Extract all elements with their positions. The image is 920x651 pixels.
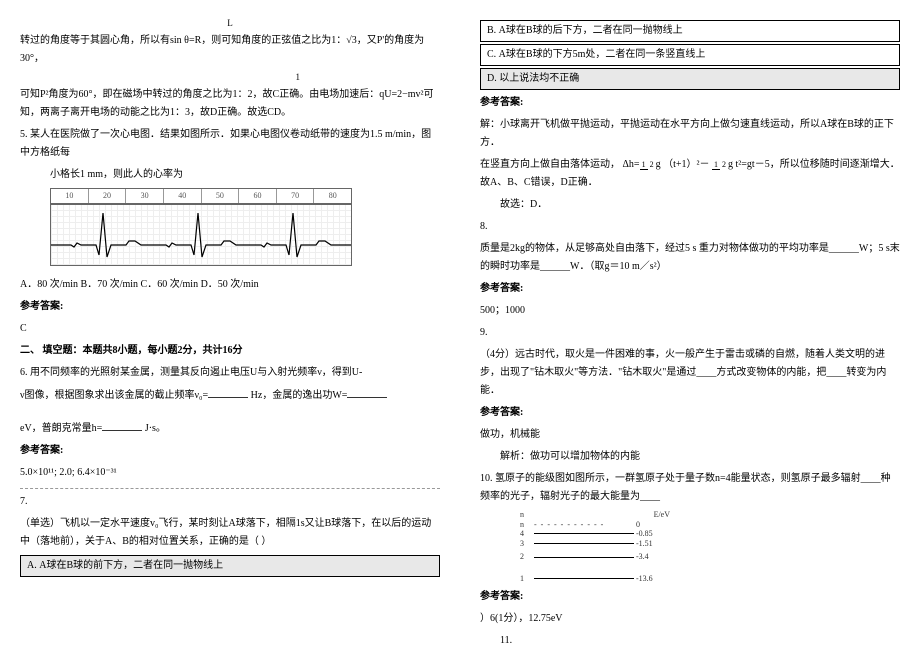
q5-stem: 5. 某人在医院做了一次心电图．结果如图所示．如果心电图仪卷动纸带的速度为1.5… <box>20 126 440 162</box>
answer-6: 5.0×10¹¹; 2.0; 6.4×10⁻³¹ <box>20 464 440 482</box>
q9-body: （4分）远古时代，取火是一件困难的事，火一般产生于雷击或磷的自燃，随着人类文明的… <box>480 346 900 400</box>
opt-label: C. <box>487 49 496 60</box>
ruler-tick: 60 <box>239 189 277 203</box>
lvl-e: -13.6 <box>636 574 653 584</box>
ans7b-mid: （t+1）²－ <box>663 159 709 170</box>
q7-num: 7. <box>20 493 440 511</box>
opt-label: D. <box>487 73 497 84</box>
q6e: J·s。 <box>145 423 166 434</box>
q6-line3: eV，普朗克常量h= J·s。 <box>20 419 440 438</box>
opt-text: 以上说法均不正确 <box>499 73 579 84</box>
ans7-line1: 解：小球离开飞机做平抛运动，平抛运动在水平方向上做匀速直线运动，所以A球在B球的… <box>480 116 900 152</box>
ruler-tick: 80 <box>314 189 351 203</box>
lvl-n: 4 <box>520 529 532 539</box>
q6a: 6. 用不同频率的光照射某金属，测量其反向遏止电压U与入射光频率ν，得到U- <box>20 367 362 378</box>
stray-1: 1 <box>20 72 440 82</box>
q7-opt-B: B. A球在B球的后下方，二者在同一抛物线上 <box>480 20 900 42</box>
ruler-tick: 10 <box>51 189 89 203</box>
ans7-line3: 故选：D． <box>480 196 900 214</box>
lvl-e: -0.85 <box>636 529 653 539</box>
q5-options: A．80 次/min B．70 次/min C．60 次/min D．50 次/… <box>20 276 440 294</box>
q9-num: 9. <box>480 324 900 342</box>
answer-label-5: 参考答案: <box>20 298 440 316</box>
q11-num: 11. <box>480 632 900 650</box>
opt-text: A球在B球的后下方，二者在同一抛物线上 <box>499 25 683 36</box>
opt-label: A. <box>27 560 37 571</box>
lvl-bar <box>534 557 634 558</box>
q7-body: （单选）飞机以一定水平速度v₀飞行，某时刻让A球落下，相隔1s又让B球落下，在以… <box>20 515 440 551</box>
section-2-title: 二、 填空题：本题共8小题，每小题2分，共计16分 <box>20 342 440 360</box>
lvl-bar <box>534 543 634 544</box>
lvl-e-head: E/eV <box>654 510 670 520</box>
q7-opt-A: A. A球在B球的前下方，二者在同一抛物线上 <box>20 555 440 577</box>
lvl-n: n <box>520 520 532 530</box>
lvl-dash: - - - - - - - - - - - <box>534 520 634 530</box>
blank <box>347 386 387 398</box>
opt-label: B. <box>487 25 496 36</box>
ruler-tick: 50 <box>202 189 240 203</box>
lvl-e: -1.51 <box>636 539 653 549</box>
answer-label-6: 参考答案: <box>20 442 440 460</box>
lvl-e: -3.4 <box>636 552 649 562</box>
opt-text: A球在B球的前下方，二者在同一抛物线上 <box>39 560 223 571</box>
blank <box>208 386 248 398</box>
ecg-chart <box>50 204 352 266</box>
q6-line2: ν图像，根据图象求出该金属的截止频率ν₀= Hz，金属的逸出功W= <box>20 386 440 405</box>
q6b: ν图像，根据图象求出该金属的截止频率ν₀= <box>20 390 208 401</box>
q5-stem-b: 小格长1 mm，则此人的心率为 <box>50 166 440 184</box>
lvl-n: 3 <box>520 539 532 549</box>
divider <box>20 488 440 489</box>
answer-9-note: 解析：做功可以增加物体的内能 <box>480 448 900 466</box>
q6-line1: 6. 用不同频率的光照射某金属，测量其反向遏止电压U与入射光频率ν，得到U- <box>20 364 440 382</box>
answer-9: 做功，机械能 <box>480 426 900 444</box>
q6d: eV，普朗克常量h= <box>20 423 102 434</box>
frag-top-1: 转过的角度等于其圆心角，所以有sin θ=R，则可知角度的正弦值之比为1：√3，… <box>20 32 440 68</box>
q8-num: 8. <box>480 218 900 236</box>
answer-label-10: 参考答案: <box>480 588 900 606</box>
answer-label-8: 参考答案: <box>480 280 900 298</box>
answer-label-9: 参考答案: <box>480 404 900 422</box>
ruler-tick: 30 <box>126 189 164 203</box>
lvl-bar <box>534 578 634 579</box>
answer-10: ）6(1分），12.75eV <box>480 610 900 628</box>
q7-opt-C: C. A球在B球的下方5m处，二者在同一条竖直线上 <box>480 44 900 66</box>
blank <box>102 419 142 431</box>
ans7b-pre: 在竖直方向上做自由落体运动， <box>480 159 620 170</box>
answer-8: 500；1000 <box>480 302 900 320</box>
ruler-tick: 20 <box>89 189 127 203</box>
lvl-n: 2 <box>520 552 532 562</box>
ecg-ruler: 10 20 30 40 50 60 70 80 <box>50 188 352 204</box>
lvl-bar <box>534 533 634 534</box>
answer-5: C <box>20 320 440 338</box>
lvl-e: 0 <box>636 520 640 530</box>
q8-body: 质量是2kg的物体，从足够高处自由落下，经过5 s 重力对物体做功的平均功率是_… <box>480 240 900 276</box>
q10-body: 10. 氢原子的能级图如图所示，一群氢原子处于量子数n=4能量状态，则氢原子最多… <box>480 470 900 506</box>
frag-top-2: 可知P²角度为60°，即在磁场中转过的角度之比为1：2，故C正确。由电场加速后：… <box>20 86 440 122</box>
answer-label-7: 参考答案: <box>480 94 900 112</box>
q6c: Hz，金属的逸出功W= <box>251 390 348 401</box>
lvl-n: 1 <box>520 574 532 584</box>
ruler-tick: 40 <box>164 189 202 203</box>
opt-text: A球在B球的下方5m处，二者在同一条竖直线上 <box>499 49 706 60</box>
top-stray-char: L <box>20 18 440 28</box>
ans7-line2: 在竖直方向上做自由落体运动， Δh=12g （t+1）²－ 12g t²=gt－… <box>480 156 900 192</box>
q7-opt-D: D. 以上说法均不正确 <box>480 68 900 90</box>
energy-level-diagram: n E/eV n- - - - - - - - - - -0 4-0.85 3-… <box>520 510 900 584</box>
lvl-n-head: n <box>520 510 524 520</box>
ruler-tick: 70 <box>277 189 315 203</box>
